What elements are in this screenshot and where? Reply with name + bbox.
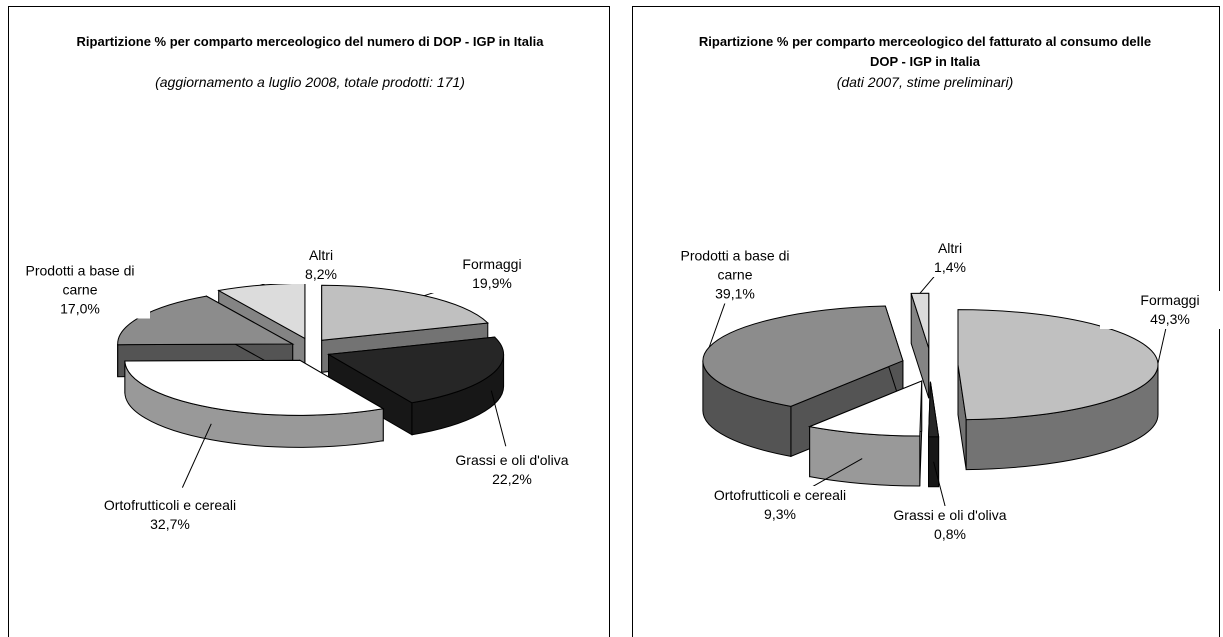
- slice-side: [928, 436, 940, 488]
- label-name: Ortofrutticoli e cereali: [713, 487, 847, 503]
- slice: [928, 381, 940, 438]
- data-label: Grassi e oli d'oliva 0,8%: [880, 506, 1020, 544]
- leader-line: [490, 390, 507, 447]
- label-name: Grassi e oli d'oliva: [455, 452, 569, 468]
- label-value: 8,2%: [305, 266, 337, 282]
- slice: [124, 359, 385, 416]
- slice: [327, 336, 505, 404]
- label-name: Prodotti a base di carne: [25, 262, 135, 298]
- label-name: Formaggi: [462, 256, 522, 272]
- label-name: Altri: [937, 240, 963, 256]
- label-value: 17,0%: [60, 300, 100, 317]
- data-label: Altri 8,2%: [251, 246, 391, 284]
- leader-line: [708, 296, 728, 348]
- label-name: Formaggi: [1140, 292, 1200, 308]
- slice: [957, 309, 1159, 421]
- label-value: 32,7%: [150, 516, 190, 532]
- leader-line: [1157, 325, 1167, 364]
- data-label: Altri 1,4%: [880, 239, 1020, 277]
- data-label: Prodotti a base di carne 39,1%: [665, 246, 805, 304]
- chart-title: Ripartizione % per comparto merceologico…: [76, 34, 544, 49]
- slice: [321, 284, 489, 341]
- label-value: 1,4%: [934, 259, 966, 275]
- label-value: 49,3%: [1150, 311, 1190, 327]
- leader-line: [804, 458, 863, 492]
- data-label: Grassi e oli d'oliva 22,2%: [442, 451, 582, 489]
- data-label: Ortofrutticoli e cereali 9,3%: [710, 486, 850, 524]
- data-label: Ortofrutticoli e cereali 32,7%: [100, 496, 240, 534]
- data-label: Formaggi 19,9%: [422, 255, 562, 293]
- data-label: Prodotti a base di carne 17,0%: [10, 261, 150, 319]
- data-label: Formaggi 49,3%: [1100, 291, 1223, 329]
- label-value: 19,9%: [472, 275, 512, 291]
- label-name: Prodotti a base di carne: [680, 247, 790, 283]
- label-value: 39,1%: [715, 285, 755, 302]
- slice: [807, 380, 923, 437]
- label-value: 9,3%: [764, 506, 796, 522]
- label-value: 22,2%: [492, 471, 532, 487]
- label-name: Ortofrutticoli e cereali: [103, 497, 237, 513]
- chart-subtitle: (dati 2007, stime preliminari): [836, 74, 1014, 90]
- leader-line: [181, 423, 212, 488]
- chart-title: Ripartizione % per comparto merceologico…: [698, 34, 1152, 69]
- leader-line: [933, 461, 946, 507]
- chart-subtitle: (aggiornamento a luglio 2008, totale pro…: [155, 74, 465, 90]
- label-value: 0,8%: [934, 526, 966, 542]
- label-name: Grassi e oli d'oliva: [893, 507, 1007, 523]
- label-name: Altri: [308, 247, 334, 263]
- panel: [8, 6, 610, 637]
